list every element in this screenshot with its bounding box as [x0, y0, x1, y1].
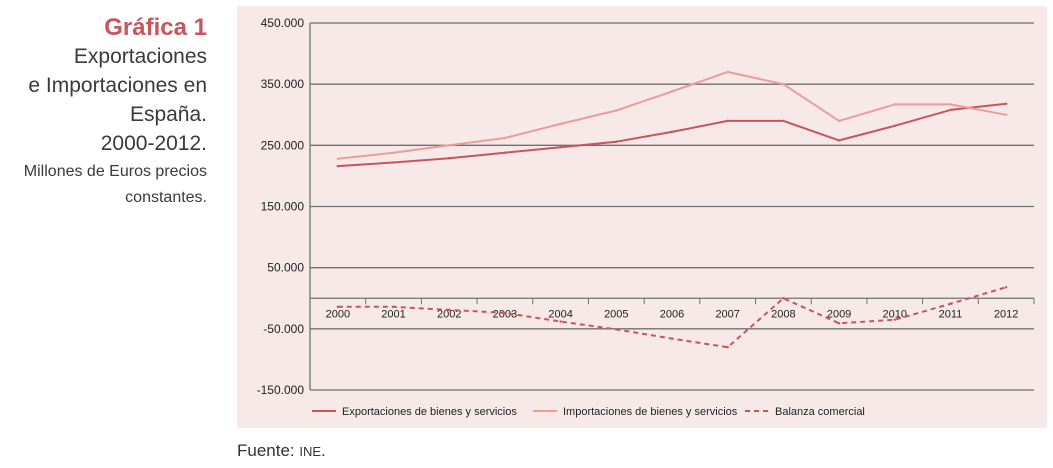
exports-point — [726, 119, 729, 123]
balance-point — [949, 302, 952, 305]
figure-label: Gráfica 1 — [104, 14, 207, 41]
line-chart: -150.000 -50.000 50.000 150.000 250.000 350.0… — [257, 16, 1035, 418]
source-note: Fuente: INE. — [237, 441, 326, 461]
balance-point — [615, 328, 618, 331]
balance-point — [726, 345, 729, 349]
imports-point — [336, 157, 340, 160]
x-tick-label: 2010 — [883, 308, 907, 320]
balance-point — [670, 337, 674, 340]
x-tick-label: 2003 — [493, 308, 517, 320]
units-line-1: Millones de Euros precios — [23, 163, 207, 180]
x-tick-label: 2005 — [604, 308, 628, 320]
balance-point — [503, 311, 507, 315]
y-tick-label: 50.000 — [267, 261, 304, 275]
imports-point — [782, 82, 785, 86]
x-tick-label: 2002 — [437, 308, 461, 320]
x-tick-label: 2008 — [771, 308, 795, 320]
source-suffix: . — [321, 441, 326, 460]
title-line-1: Exportaciones — [73, 45, 207, 68]
exports-point — [949, 108, 952, 112]
imports-point — [726, 70, 729, 74]
y-tick-label: 250.000 — [261, 138, 305, 152]
exports-legend-label: Exportaciones de bienes y servicios — [342, 406, 517, 418]
exports-point — [1004, 102, 1008, 105]
imports-point — [615, 109, 618, 112]
units-line-2: constantes. — [125, 189, 207, 206]
exports-point — [837, 139, 841, 142]
title-line-3: España. — [129, 103, 207, 126]
y-tick-label: 150.000 — [261, 200, 305, 214]
exports-point — [615, 140, 618, 143]
balance-point — [448, 308, 451, 312]
exports-point — [893, 124, 896, 127]
chart-title-block: Gráfica 1 Exportaciones e Importaciones … — [0, 14, 207, 210]
exports-point — [392, 161, 395, 164]
balance-point — [893, 318, 896, 321]
y-tick-label: 450.000 — [261, 16, 305, 30]
exports-series-line — [337, 102, 1007, 168]
title-line-2: e Importaciones en — [28, 74, 207, 97]
imports-point — [392, 151, 395, 154]
imports-point — [1004, 113, 1008, 116]
imports-point — [503, 136, 507, 140]
imports-point — [949, 103, 952, 106]
source-org: INE — [299, 444, 322, 459]
x-tick-label: 2000 — [326, 308, 350, 320]
balance-point — [1004, 286, 1008, 289]
imports-point — [837, 119, 841, 123]
imports-point — [670, 90, 674, 93]
exports-point — [448, 156, 451, 160]
imports-point — [893, 103, 896, 106]
balance-point — [392, 305, 395, 309]
exports-point — [503, 151, 507, 154]
imports-point — [559, 122, 562, 126]
x-tick-label: 2009 — [827, 308, 851, 320]
y-tick-label: 350.000 — [261, 77, 305, 91]
x-tick-label: 2001 — [381, 308, 405, 320]
balance-point — [782, 297, 785, 300]
x-tick-label: 2007 — [715, 308, 739, 320]
source-prefix: Fuente: — [237, 441, 300, 460]
x-tick-label: 2004 — [548, 308, 572, 320]
exports-point — [782, 119, 785, 123]
imports-point — [448, 144, 451, 147]
balance-point — [336, 305, 340, 309]
exports-point — [336, 164, 340, 168]
y-tick-label: -50.000 — [263, 322, 304, 336]
chart-panel: -150.000 -50.000 50.000 150.000 250.000 350.0… — [237, 6, 1047, 428]
exports-point — [670, 130, 674, 134]
title-line-4: 2000-2012. — [100, 132, 207, 155]
y-tick-label: -150.000 — [257, 383, 305, 397]
balance-point — [837, 322, 841, 325]
x-tick-label: 2006 — [660, 308, 684, 320]
imports-legend-label: Importaciones de bienes y servicios — [563, 406, 738, 418]
balance-point — [559, 320, 562, 323]
x-tick-label: 2012 — [994, 308, 1018, 320]
balance-legend-label: Balanza comercial — [775, 406, 865, 418]
exports-point — [559, 145, 562, 149]
x-tick-label: 2011 — [939, 308, 963, 320]
